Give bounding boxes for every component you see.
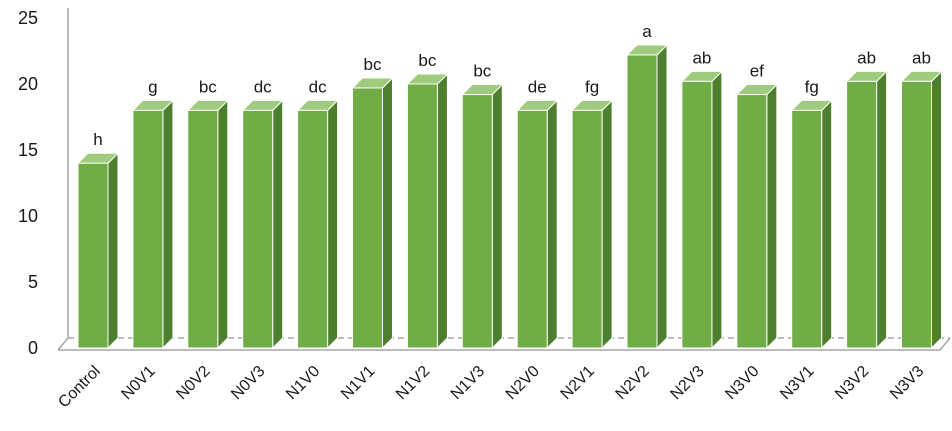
bar-Control <box>76 151 120 350</box>
x-tick-label: N1V0 <box>283 363 323 403</box>
bar-front-face <box>352 87 383 349</box>
bar-N0V2 <box>186 99 230 350</box>
x-tick-label: N3V2 <box>832 363 872 403</box>
x-tick-label: N2V3 <box>667 363 707 403</box>
x-tick-label: N1V1 <box>338 363 378 403</box>
data-label: de <box>528 77 547 96</box>
x-tick-label: N0V1 <box>118 363 158 403</box>
bar-N1V2 <box>406 72 449 350</box>
data-label: dc <box>254 77 272 96</box>
bar-N3V3 <box>900 70 943 350</box>
data-label: dc <box>309 77 327 96</box>
bar-side-face <box>711 70 723 350</box>
bar-side-face <box>217 99 229 350</box>
bar-side-face <box>491 83 503 350</box>
x-tick-label: N2V2 <box>613 363 653 403</box>
data-labels: h g bc dc dc bc bc bc de fg a ab ef fg ab ab <box>93 22 931 149</box>
x-tick-label: N1V3 <box>448 363 488 403</box>
data-label: bc <box>364 55 382 74</box>
bar-N2V3 <box>680 70 724 350</box>
bar-N1V1 <box>351 76 394 350</box>
bar-front-face <box>461 94 493 349</box>
x-tick-label: N0V3 <box>228 363 268 403</box>
bar-side-face <box>272 99 284 350</box>
bar-front-face <box>681 80 713 349</box>
bar-N3V1 <box>790 99 833 350</box>
bar-N1V3 <box>461 83 504 350</box>
bar-front-face <box>571 109 603 349</box>
bar-front-face <box>736 94 768 349</box>
bar-front-face <box>791 109 823 349</box>
bar-N1V0 <box>296 99 339 350</box>
x-tick-label: N0V2 <box>173 363 213 403</box>
x-tick-label: N2V0 <box>503 363 543 403</box>
bar-front-face <box>297 109 329 349</box>
y-tick-label: 0 <box>28 338 38 358</box>
bar-side-face <box>766 83 778 350</box>
bar-side-face <box>327 99 339 350</box>
data-label: ef <box>750 62 764 81</box>
x-tick-label: N3V0 <box>722 363 762 403</box>
y-tick-label: 25 <box>18 8 38 28</box>
bar-side-face <box>546 99 558 350</box>
bar-side-face <box>601 99 613 350</box>
bar-side-face <box>382 76 393 350</box>
floor-right-edge <box>939 337 951 351</box>
data-label: bc <box>473 62 491 81</box>
y-tick-label: 15 <box>18 140 38 160</box>
bar-side-face <box>436 72 448 350</box>
bar-side-face <box>107 151 119 350</box>
bar-side-face <box>821 99 833 350</box>
bar-side-face <box>931 70 942 350</box>
bar-side-face <box>876 70 888 350</box>
bar-front-face <box>242 109 274 349</box>
x-tick-label: N1V2 <box>393 363 433 403</box>
x-tick-label: N3V1 <box>777 363 817 403</box>
data-label: h <box>93 130 102 149</box>
y-tick-label: 20 <box>18 74 38 94</box>
bar-N3V0 <box>735 83 779 350</box>
x-tick-label: Control <box>55 363 103 411</box>
bar-N3V2 <box>845 70 888 350</box>
data-label: ab <box>857 48 876 67</box>
data-label: bc <box>418 51 436 70</box>
data-label: ab <box>692 48 711 67</box>
y-tick-label: 10 <box>18 206 38 226</box>
bar-front-face <box>77 162 109 349</box>
data-label: bc <box>199 77 217 96</box>
data-label: a <box>642 22 652 41</box>
bar-N2V0 <box>515 99 559 350</box>
bars <box>76 43 943 350</box>
bar-front-face <box>626 54 658 349</box>
bar-front-face <box>516 109 548 349</box>
bar-front-face <box>132 109 164 349</box>
data-label: fg <box>805 77 819 96</box>
x-tick-label: N2V1 <box>558 363 598 403</box>
bar-side-face <box>656 43 668 350</box>
bar-N2V2 <box>625 43 669 350</box>
x-tick-label: N3V3 <box>887 363 927 403</box>
bar-front-face <box>846 80 878 349</box>
data-label: fg <box>585 77 599 96</box>
y-tick-label: 5 <box>28 272 38 292</box>
bar-N2V1 <box>570 99 614 350</box>
data-label: ab <box>912 48 931 67</box>
bar-N0V3 <box>241 99 284 350</box>
bar-front-face <box>187 109 219 349</box>
bar-front-face <box>406 83 438 349</box>
bar-side-face <box>162 99 174 350</box>
bar-front-face <box>901 80 932 349</box>
bar-N0V1 <box>131 99 175 350</box>
data-label: g <box>148 77 157 96</box>
floor-left-edge <box>57 337 69 351</box>
